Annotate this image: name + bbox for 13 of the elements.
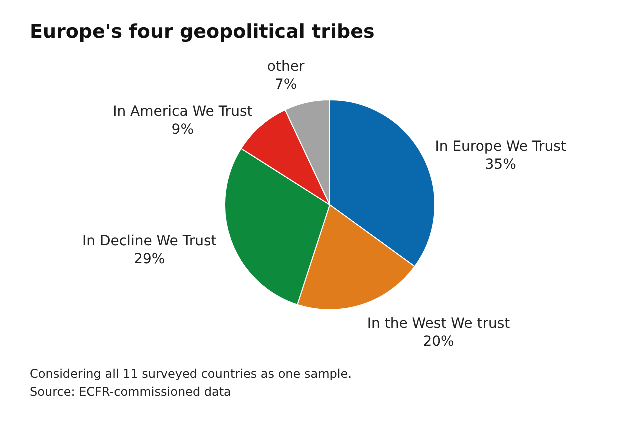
source-note: Source: ECFR-commissioned data: [30, 385, 232, 399]
chart-title: Europe's four geopolitical tribes: [30, 21, 375, 43]
data-label: 9%: [172, 122, 194, 138]
slice-label: other: [267, 58, 305, 75]
text: Considering all 11 surveyed countries as one sample.: [30, 367, 352, 381]
slice-label: In Europe We Trust: [435, 138, 567, 155]
slice-label: In America We Trust: [113, 104, 254, 120]
data-label: 35%: [485, 156, 516, 173]
data-label: 29%: [134, 251, 166, 268]
data-label: 20%: [423, 334, 454, 350]
slice-label: In the West We trust: [367, 316, 511, 332]
slice-label: In Decline We Trust: [82, 233, 218, 250]
data-label: 7%: [274, 76, 298, 93]
